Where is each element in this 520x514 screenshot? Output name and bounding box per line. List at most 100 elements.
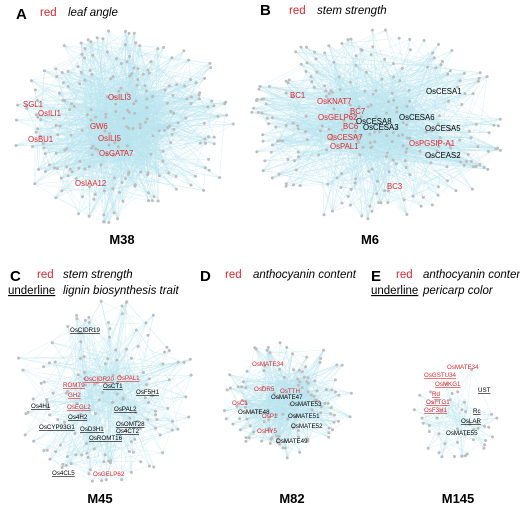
network-node bbox=[260, 111, 264, 115]
network-edge bbox=[108, 429, 173, 462]
network-edge bbox=[298, 394, 316, 401]
network-node bbox=[207, 168, 211, 172]
gene-label: OsCESA5 bbox=[425, 124, 461, 133]
network-node bbox=[136, 419, 139, 423]
network-edge bbox=[253, 352, 271, 433]
network-edge bbox=[262, 90, 332, 171]
network-edge bbox=[428, 405, 447, 449]
network-node bbox=[408, 37, 412, 41]
network-node bbox=[286, 158, 290, 161]
network-node bbox=[470, 368, 474, 372]
network-node bbox=[42, 365, 46, 369]
network-edge bbox=[112, 302, 127, 376]
network-node bbox=[305, 45, 309, 49]
network-edge bbox=[102, 396, 186, 405]
network-node bbox=[133, 184, 137, 188]
network-edge bbox=[428, 427, 489, 449]
network-node bbox=[370, 145, 374, 149]
network-edge bbox=[327, 178, 356, 185]
network-node bbox=[244, 439, 248, 443]
network-edge bbox=[188, 59, 205, 79]
network-edge bbox=[18, 356, 85, 359]
network-edge bbox=[441, 418, 456, 457]
network-node bbox=[353, 129, 357, 133]
network-node bbox=[482, 424, 486, 428]
network-node bbox=[306, 376, 310, 380]
network-node bbox=[146, 68, 150, 72]
network-node bbox=[136, 344, 140, 348]
network-edge bbox=[102, 392, 117, 410]
network-edge bbox=[49, 430, 126, 460]
network-edge bbox=[336, 151, 392, 179]
network-node bbox=[328, 136, 332, 140]
network-node bbox=[72, 104, 76, 108]
network-edge bbox=[394, 103, 480, 165]
network-node bbox=[282, 375, 286, 379]
network-node bbox=[266, 346, 270, 349]
network-node bbox=[169, 110, 173, 113]
network-edge bbox=[430, 119, 501, 163]
legend-red-trait: leaf angle bbox=[68, 7, 118, 19]
network-edge bbox=[275, 107, 340, 128]
network-edge bbox=[144, 79, 191, 146]
network-node bbox=[285, 456, 289, 460]
network-edge bbox=[127, 56, 130, 111]
network-edge bbox=[450, 369, 472, 400]
network-edge bbox=[304, 410, 331, 414]
network-edge bbox=[148, 111, 171, 155]
network-edge bbox=[81, 54, 94, 147]
network-edge bbox=[246, 407, 289, 420]
network-edge bbox=[455, 404, 458, 443]
network-node bbox=[99, 299, 103, 303]
panel-letter: D bbox=[200, 268, 211, 285]
network-edge bbox=[67, 71, 174, 96]
network-node bbox=[92, 447, 96, 451]
network-node bbox=[117, 191, 121, 194]
network-edge bbox=[107, 51, 147, 92]
network-node bbox=[42, 449, 46, 453]
network-edge bbox=[70, 393, 83, 464]
network-node bbox=[170, 132, 174, 136]
network-node bbox=[309, 393, 313, 397]
network-edge bbox=[55, 361, 73, 405]
network-edge bbox=[129, 112, 174, 114]
network-edge bbox=[414, 405, 448, 410]
gene-label: OsROMT16 bbox=[89, 435, 123, 442]
network-edge bbox=[49, 414, 132, 473]
network-node bbox=[421, 421, 425, 425]
network-edge bbox=[150, 61, 158, 131]
network-edge bbox=[419, 78, 480, 152]
network-edge bbox=[61, 186, 135, 192]
network-node bbox=[482, 446, 486, 450]
network-node bbox=[48, 413, 52, 417]
network-node bbox=[123, 43, 127, 47]
network-edge bbox=[106, 96, 108, 145]
network-edge bbox=[147, 105, 149, 175]
network-edge bbox=[115, 305, 123, 367]
network-node bbox=[34, 113, 38, 117]
network-edge bbox=[311, 81, 369, 219]
network-node bbox=[269, 150, 273, 154]
network-edge bbox=[52, 342, 163, 365]
network-node bbox=[248, 424, 252, 428]
network-edge bbox=[295, 51, 334, 63]
network-node bbox=[331, 428, 334, 432]
network-edge bbox=[86, 361, 120, 454]
network-node bbox=[380, 77, 384, 81]
network-node bbox=[54, 67, 58, 71]
network-node bbox=[354, 63, 358, 67]
network-edge bbox=[147, 419, 173, 422]
network-node bbox=[45, 448, 49, 452]
network-edge bbox=[88, 317, 173, 422]
network-edge bbox=[120, 135, 177, 190]
network-edge bbox=[264, 370, 332, 408]
network-node bbox=[133, 437, 137, 441]
network-node bbox=[149, 152, 153, 156]
network-edge bbox=[66, 395, 98, 466]
network-edge bbox=[253, 419, 288, 433]
network-edge bbox=[103, 116, 219, 222]
network-node bbox=[284, 182, 288, 186]
network-edge bbox=[55, 361, 73, 421]
network-node bbox=[313, 379, 317, 383]
